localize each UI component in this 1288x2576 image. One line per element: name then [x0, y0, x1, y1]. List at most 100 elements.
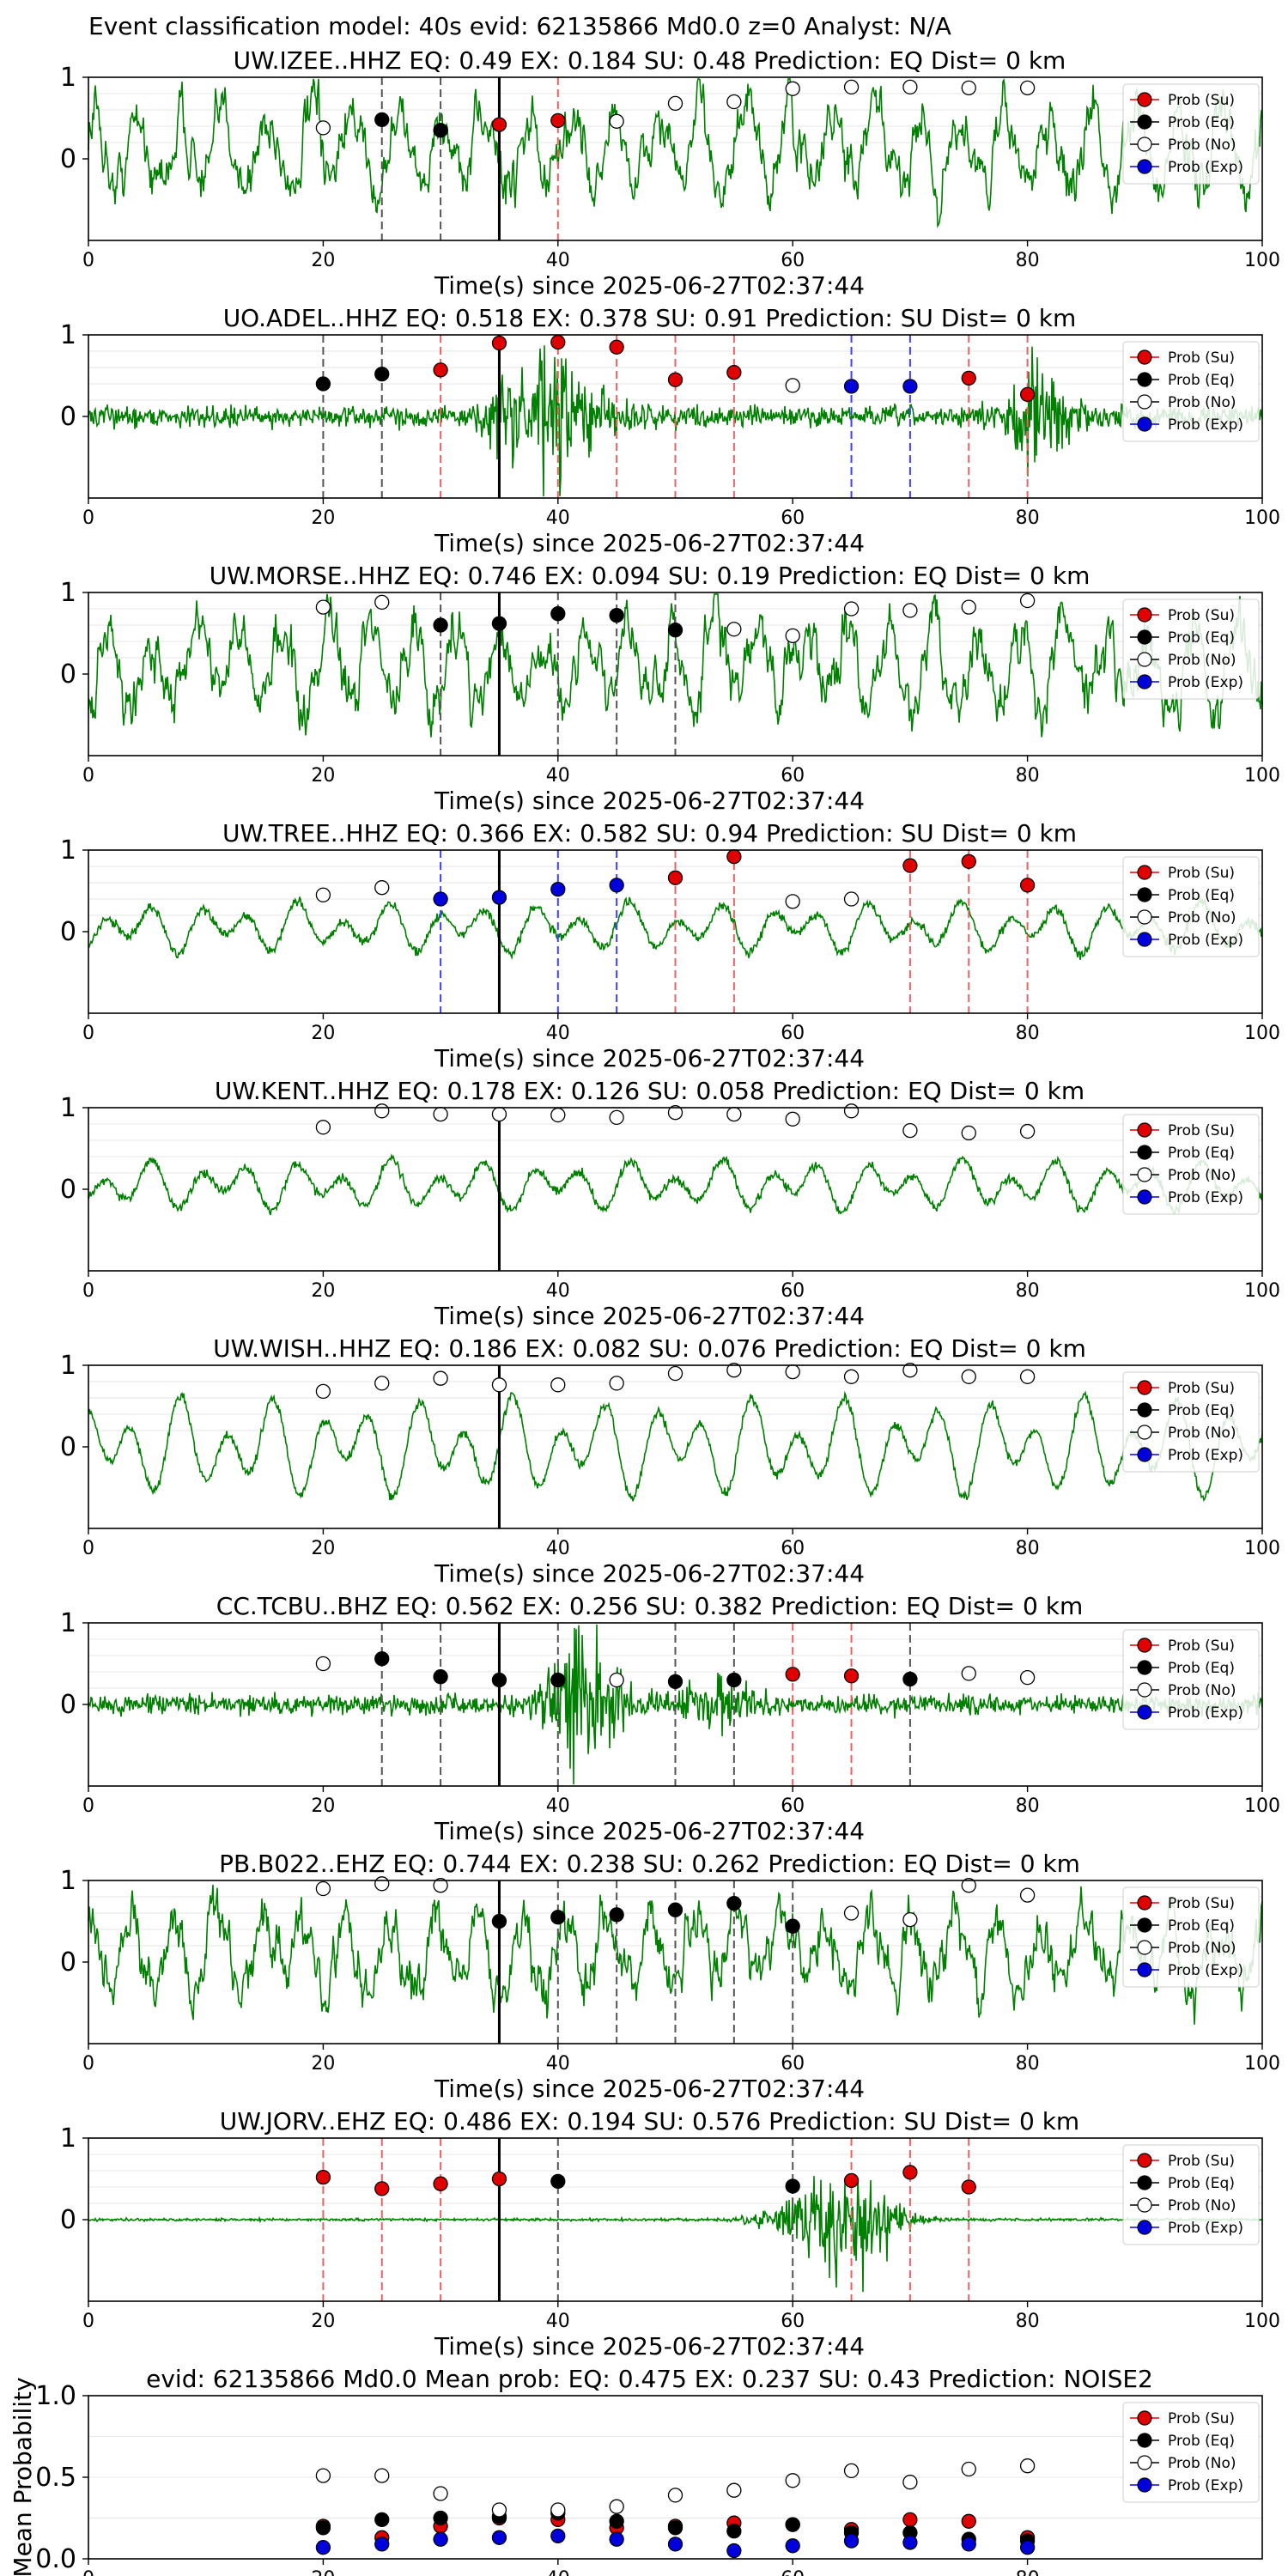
prob-point-no — [374, 1103, 390, 1119]
prob-point-no — [433, 1370, 448, 1386]
y-axis-label: Mean Probability — [9, 2377, 37, 2576]
legend-box — [1122, 1371, 1260, 1473]
legend-marker — [1137, 92, 1152, 107]
prob-point-no — [726, 2482, 742, 2498]
panel-title: UW.JORV..EHZ EQ: 0.486 EX: 0.194 SU: 0.5… — [220, 2107, 1079, 2136]
prob-point-su — [843, 2172, 860, 2189]
legend-label: Prob (Exp) — [1168, 159, 1243, 176]
y-tick-label: 0 — [60, 144, 76, 174]
prob-point-no — [315, 1656, 331, 1672]
panel-1: UW.IZEE..HHZ EQ: 0.49 EX: 0.184 SU: 0.48… — [60, 46, 1280, 300]
prob-point-exp — [491, 2530, 507, 2545]
prob-point-eq — [315, 2520, 331, 2536]
legend-marker — [1137, 2477, 1152, 2493]
prob-point-eq — [785, 1918, 800, 1934]
prob-point-no — [1019, 80, 1036, 95]
legend-label: Prob (Su) — [1168, 1380, 1235, 1397]
prob-point-su — [609, 339, 624, 355]
legend-box — [1122, 1114, 1260, 1215]
x-tick-label: 60 — [781, 1795, 805, 1817]
legend-label: Prob (Su) — [1168, 865, 1235, 882]
legend-label: Prob (Eq) — [1168, 1917, 1235, 1935]
waveform-trace — [88, 1152, 1263, 1216]
legend-box — [1122, 598, 1260, 700]
panel-title: UW.MORSE..HHZ EQ: 0.746 EX: 0.094 SU: 0.… — [210, 562, 1091, 590]
prob-point-exp — [667, 2537, 683, 2552]
legend-label: Prob (No) — [1168, 1682, 1236, 1699]
panel-4: UW.TREE..HHZ EQ: 0.366 EX: 0.582 SU: 0.9… — [60, 819, 1280, 1072]
prob-point-su — [961, 2513, 976, 2529]
x-tick-label: 100 — [1244, 1280, 1280, 1302]
legend-label: Prob (No) — [1168, 652, 1236, 669]
x-axis-label: Time(s) since 2025-06-27T02:37:44 — [434, 1044, 865, 1072]
legend-marker — [1137, 2455, 1152, 2470]
prob-point-no — [961, 599, 976, 615]
panel-title: CC.TCBU..BHZ EQ: 0.562 EX: 0.256 SU: 0.3… — [216, 1592, 1083, 1620]
prob-point-no — [1019, 1123, 1036, 1139]
legend-marker — [1137, 1167, 1152, 1182]
prob-point-no — [374, 1876, 390, 1892]
prob-point-exp — [843, 2533, 860, 2549]
x-tick-label: 20 — [311, 507, 335, 529]
legend-marker — [1137, 865, 1152, 880]
legend-marker — [1137, 1380, 1152, 1395]
prob-point-no — [961, 1666, 976, 1681]
prob-point-eq — [550, 1910, 566, 1925]
prob-point-no — [785, 2473, 800, 2488]
x-tick-label: 80 — [1016, 1023, 1040, 1044]
prob-point-no — [491, 2502, 507, 2518]
x-tick-label: 40 — [546, 507, 570, 529]
legend-label: Prob (Eq) — [1168, 629, 1235, 647]
panel-10: evid: 62135866 Md0.0 Mean prob: EQ: 0.47… — [9, 2365, 1263, 2576]
panel-title: UO.ADEL..HHZ EQ: 0.518 EX: 0.378 SU: 0.9… — [223, 304, 1077, 332]
x-tick-label: 20 — [311, 2311, 335, 2332]
legend-label: Prob (No) — [1168, 137, 1236, 154]
x-tick-label: 0 — [82, 1795, 94, 1817]
x-tick-label: 100 — [1244, 1538, 1280, 1559]
prob-point-no — [667, 95, 683, 112]
y-tick-label: 1 — [60, 835, 76, 866]
prob-point-su — [843, 1668, 860, 1684]
legend-marker — [1137, 1962, 1152, 1978]
prob-point-eq — [374, 2512, 390, 2528]
y-tick-label: 0.0 — [35, 2544, 76, 2574]
prob-point-no — [961, 1125, 976, 1141]
x-tick-label: 40 — [546, 2568, 570, 2576]
legend-label: Prob (Eq) — [1168, 887, 1235, 904]
prob-point-exp — [785, 2538, 800, 2554]
prob-point-exp — [374, 2537, 390, 2552]
y-tick-label: 1 — [60, 63, 76, 93]
prob-point-exp — [961, 2537, 976, 2552]
prob-point-no — [1019, 2458, 1036, 2474]
x-tick-label: 40 — [546, 1795, 570, 1817]
x-tick-label: 0 — [82, 2053, 94, 2075]
x-tick-label: 100 — [1244, 2311, 1280, 2332]
x-tick-label: 0 — [82, 1023, 94, 1044]
waveform-trace — [88, 896, 1263, 960]
prob-point-eq — [550, 1672, 566, 1688]
prob-point-no — [315, 2468, 331, 2483]
x-tick-label: 60 — [781, 2568, 805, 2576]
prob-point-exp — [491, 890, 507, 905]
prob-point-su — [961, 2179, 976, 2195]
prob-point-exp — [609, 2531, 624, 2547]
x-tick-label: 80 — [1016, 2053, 1040, 2075]
x-tick-label: 100 — [1244, 1795, 1280, 1817]
legend-label: Prob (No) — [1168, 2455, 1236, 2472]
y-tick-label: 1 — [60, 1093, 76, 1123]
y-tick-label: 1 — [60, 2123, 76, 2154]
legend-marker — [1137, 1402, 1152, 1418]
legend-label: Prob (No) — [1168, 1940, 1236, 1957]
figure-title: Event classification model: 40s evid: 62… — [88, 12, 951, 40]
legend-label: Prob (No) — [1168, 1425, 1236, 1442]
legend-label: Prob (No) — [1168, 394, 1236, 411]
prob-point-no — [785, 628, 800, 643]
prob-point-eq — [902, 1671, 918, 1687]
prob-point-eq — [491, 1913, 507, 1929]
legend-marker — [1137, 909, 1152, 925]
x-tick-label: 0 — [82, 765, 94, 787]
prob-point-su — [667, 372, 683, 387]
prob-point-no — [1019, 1887, 1036, 1903]
panel-9: UW.JORV..EHZ EQ: 0.486 EX: 0.194 SU: 0.5… — [60, 2107, 1280, 2360]
